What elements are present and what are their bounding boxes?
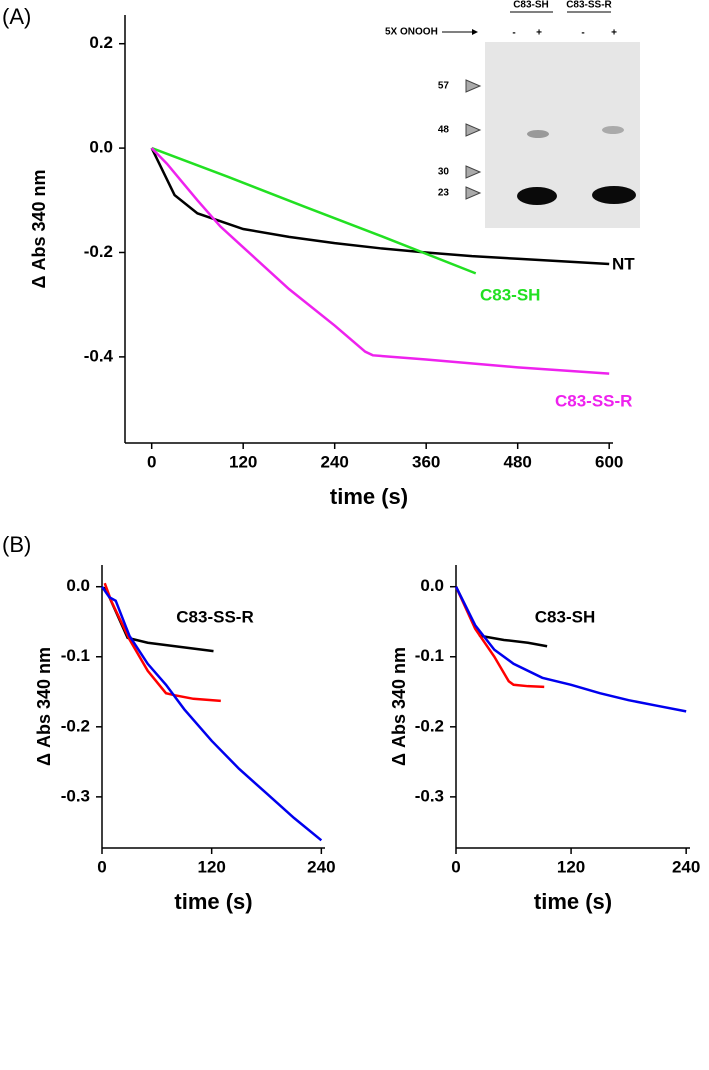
gel-band: [527, 130, 549, 138]
lane-sign: -: [581, 28, 584, 39]
series-label: NT: [612, 254, 635, 273]
y-tick-label: 0.0: [89, 138, 113, 157]
marker-arrow: [465, 79, 482, 93]
x-tick-label: 360: [412, 452, 440, 471]
data-line: [454, 586, 545, 689]
x-tick-label: 240: [672, 857, 700, 876]
lane-sign: +: [536, 28, 542, 39]
lane-header: C83-SH: [513, 0, 549, 11]
series-label: C83-SH: [480, 285, 540, 304]
arrow-head: [472, 29, 478, 35]
y-tick-label: -0.2: [84, 242, 113, 261]
treatment-label: 5X ONOOH: [385, 27, 438, 38]
y-tick-label: -0.3: [415, 786, 444, 805]
gel-band: [602, 126, 624, 134]
marker-arrow: [465, 123, 482, 137]
y-tick-label: -0.1: [61, 646, 90, 665]
data-line: [454, 586, 687, 713]
y-tick-label: 0.0: [66, 576, 90, 595]
x-tick-label: 0: [97, 857, 106, 876]
marker-arrow: [465, 186, 482, 200]
chart-title: C83-SS-R: [176, 607, 253, 626]
x-tick-label: 120: [557, 857, 585, 876]
marker-arrow: [465, 165, 482, 179]
panel-label: (B): [2, 532, 31, 557]
series-label: C83-SS-R: [555, 391, 632, 410]
lane-sign: -: [512, 28, 515, 39]
data-line: [150, 147, 610, 375]
y-axis-label: Δ Abs 340 nm: [29, 170, 49, 289]
y-axis-label: Δ Abs 340 nm: [34, 647, 54, 766]
x-tick-label: 600: [595, 452, 623, 471]
x-tick-label: 480: [504, 452, 532, 471]
gel-inset: C83-SH C83-SS-R 5X ONOOH - + - + 57 48 3…: [385, 0, 640, 228]
data-line: [151, 146, 477, 275]
marker-label: 30: [438, 167, 450, 178]
x-tick-label: 0: [451, 857, 460, 876]
x-tick-label: 240: [307, 857, 335, 876]
y-tick-label: -0.4: [84, 346, 114, 365]
data-line: [100, 586, 323, 842]
marker-label: 48: [438, 125, 450, 136]
y-tick-label: 0.2: [89, 33, 113, 52]
x-axis-label: time (s): [534, 889, 612, 914]
x-tick-label: 240: [321, 452, 349, 471]
lane-header: C83-SS-R: [566, 0, 612, 11]
chart-title: C83-SH: [535, 607, 595, 626]
marker-label: 23: [438, 188, 450, 199]
y-tick-label: -0.3: [61, 786, 90, 805]
lane-sign: +: [611, 28, 617, 39]
marker-label: 57: [438, 81, 450, 92]
data-line: [103, 582, 221, 703]
x-axis-label: time (s): [174, 889, 252, 914]
gel-band: [592, 186, 636, 204]
x-tick-label: 120: [229, 452, 257, 471]
x-axis-label: time (s): [330, 484, 408, 509]
x-tick-label: 0: [147, 452, 156, 471]
y-tick-label: -0.2: [415, 716, 444, 735]
x-tick-label: 120: [197, 857, 225, 876]
y-axis-label: Δ Abs 340 nm: [389, 647, 409, 766]
y-tick-label: -0.2: [61, 716, 90, 735]
gel-band: [517, 187, 557, 205]
data-line: [150, 147, 610, 266]
y-tick-label: 0.0: [420, 576, 444, 595]
panel-label: (A): [2, 4, 31, 29]
y-tick-label: -0.1: [415, 646, 444, 665]
